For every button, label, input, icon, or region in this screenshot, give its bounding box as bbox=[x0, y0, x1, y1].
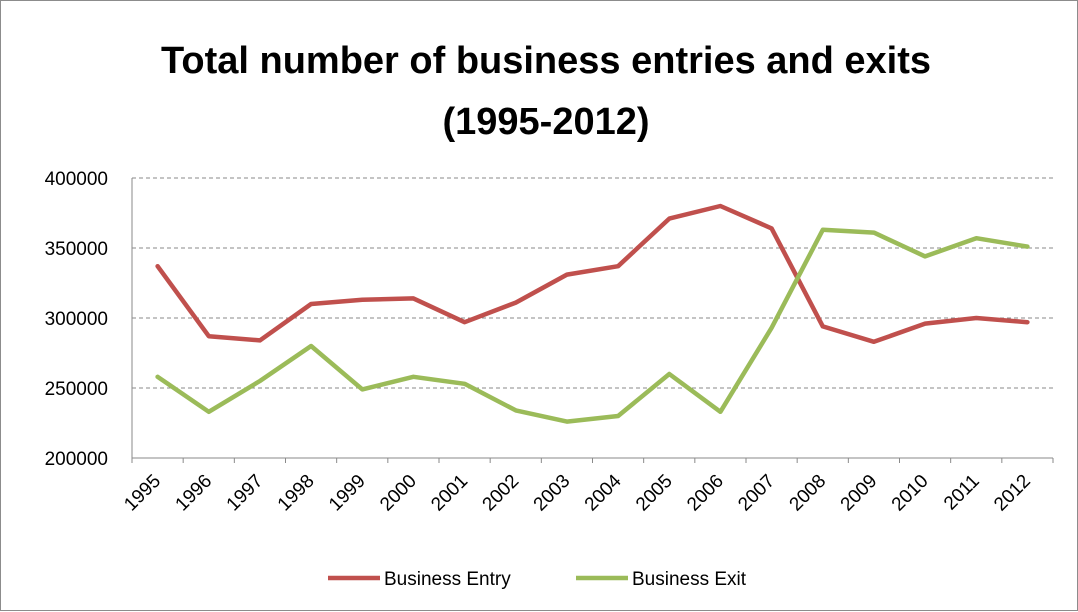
legend-label: Business Entry bbox=[384, 569, 511, 590]
x-tick-label: 1997 bbox=[223, 471, 268, 516]
x-tick-label: 2004 bbox=[581, 470, 626, 515]
x-tick-label: 1995 bbox=[120, 471, 165, 516]
x-tick-label: 1998 bbox=[274, 471, 319, 516]
series-line-2 bbox=[155, 227, 1030, 424]
x-tick-label: 2007 bbox=[734, 471, 779, 516]
x-tick-label: 2001 bbox=[427, 471, 472, 516]
x-tick-label: 2000 bbox=[376, 471, 421, 516]
x-tick-label: 2009 bbox=[837, 471, 882, 516]
x-tick-label: 2008 bbox=[786, 471, 831, 516]
x-tick-label: 2002 bbox=[479, 471, 524, 516]
y-tick-label: 350000 bbox=[45, 239, 108, 260]
y-tick-label: 300000 bbox=[45, 309, 108, 330]
x-tick-label: 2006 bbox=[683, 471, 728, 516]
x-tick-label: 2012 bbox=[990, 471, 1035, 516]
y-tick-label: 200000 bbox=[45, 449, 108, 470]
series-line-1 bbox=[155, 203, 1030, 345]
y-tick-label: 400000 bbox=[45, 169, 108, 190]
chart-title-line-2: (1995-2012) bbox=[442, 101, 649, 143]
x-tick-label: 2011 bbox=[940, 471, 984, 515]
x-tick-label: 1996 bbox=[172, 471, 217, 516]
x-tick-label: 2003 bbox=[530, 471, 575, 516]
legend-label: Business Exit bbox=[632, 569, 747, 590]
x-tick-label: 1999 bbox=[325, 471, 370, 516]
chart-title-line-1: Total number of business entries and exi… bbox=[161, 40, 931, 82]
y-tick-label: 250000 bbox=[45, 379, 108, 400]
x-tick-label: 2005 bbox=[632, 471, 677, 516]
x-tick-label: 2010 bbox=[888, 471, 933, 516]
